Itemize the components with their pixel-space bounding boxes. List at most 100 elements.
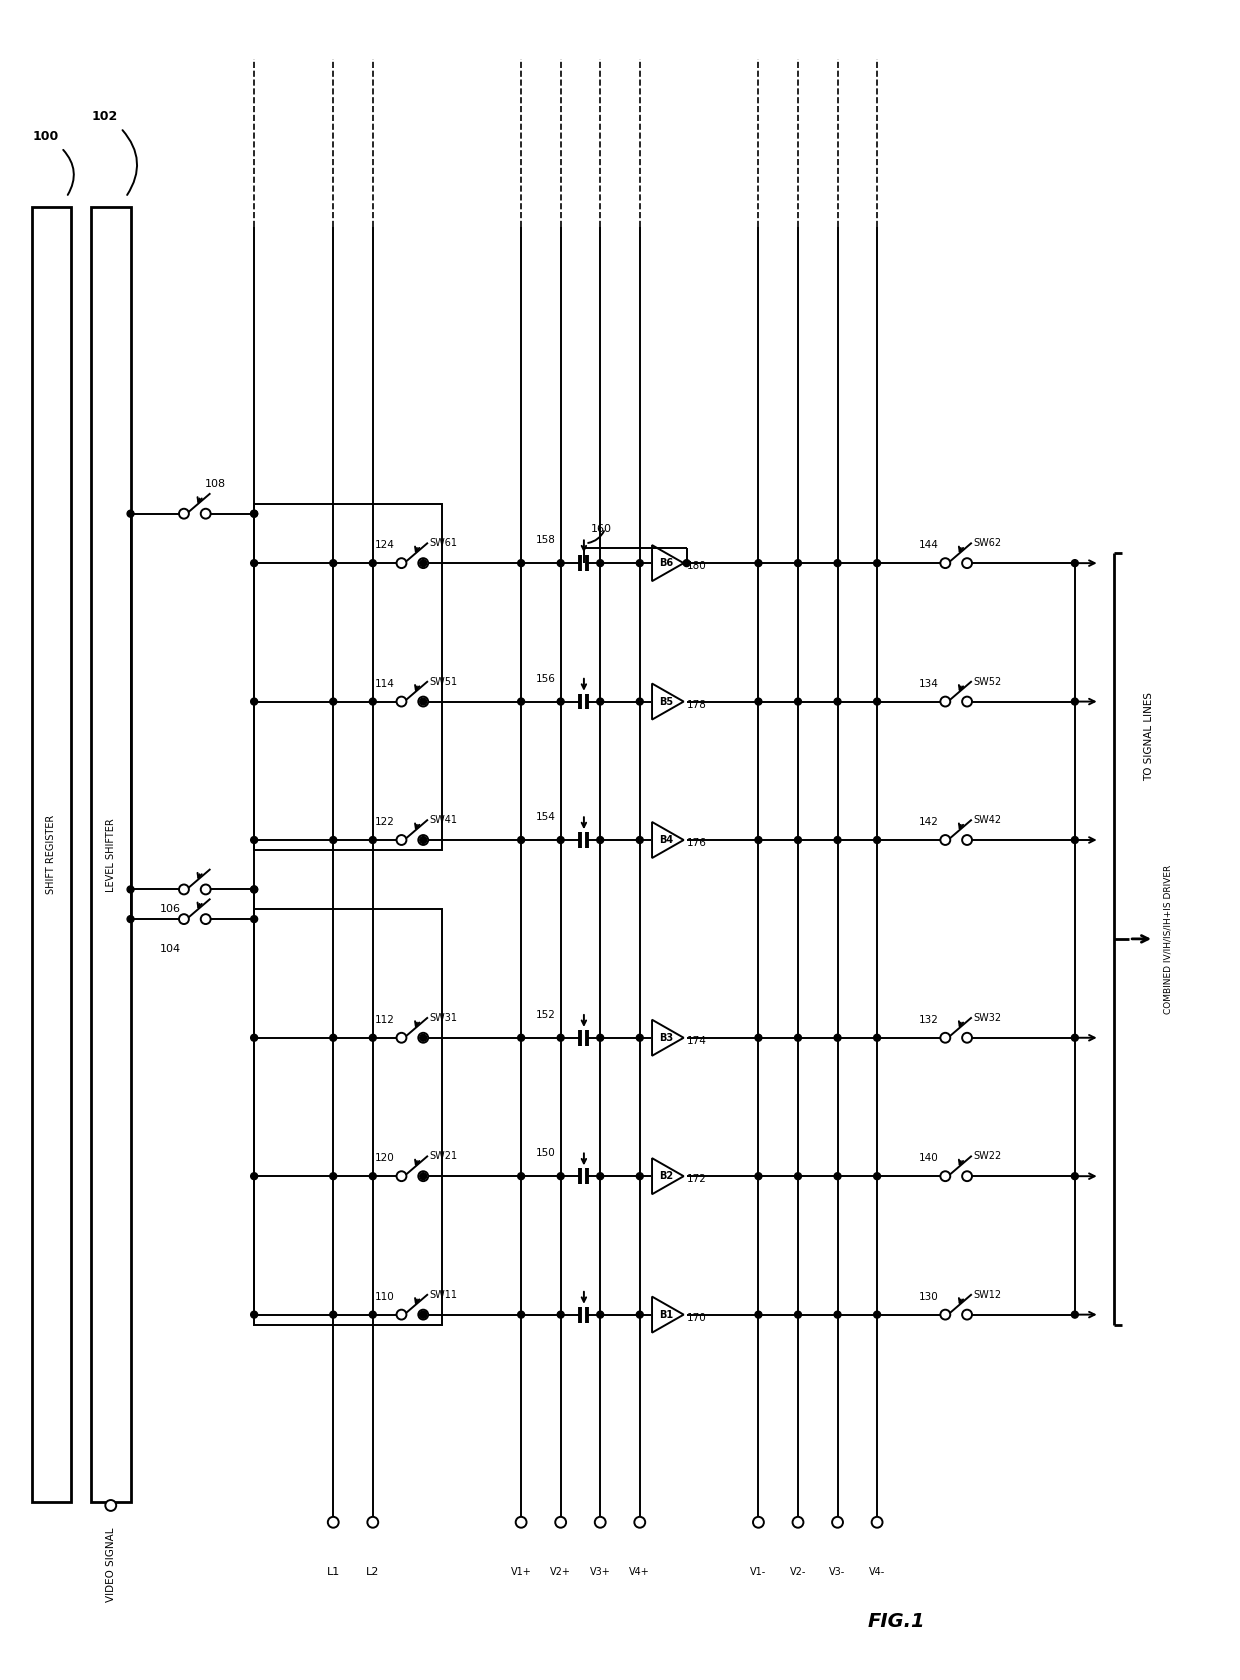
Circle shape [420, 1173, 427, 1179]
Circle shape [835, 837, 841, 843]
Text: V1-: V1- [750, 1567, 766, 1578]
Circle shape [557, 837, 564, 843]
Circle shape [397, 835, 407, 845]
Text: 152: 152 [536, 1010, 556, 1020]
Circle shape [330, 1035, 337, 1042]
Circle shape [636, 1035, 644, 1042]
Circle shape [557, 1310, 564, 1319]
Circle shape [250, 699, 258, 706]
Text: SW52: SW52 [973, 677, 1001, 687]
Circle shape [370, 699, 376, 706]
Circle shape [330, 559, 337, 566]
Circle shape [250, 885, 258, 892]
Circle shape [962, 1310, 972, 1319]
Circle shape [420, 699, 427, 706]
Circle shape [795, 1035, 801, 1042]
Circle shape [835, 1310, 841, 1319]
Bar [32, 207, 71, 1502]
Text: V3-: V3- [830, 1567, 846, 1578]
Circle shape [874, 837, 880, 843]
Text: 156: 156 [536, 674, 556, 684]
Circle shape [420, 1310, 427, 1319]
Circle shape [397, 1310, 407, 1319]
Circle shape [105, 1500, 117, 1510]
Circle shape [370, 837, 376, 843]
Circle shape [596, 699, 604, 706]
Text: 130: 130 [919, 1292, 939, 1302]
Text: B1: B1 [660, 1310, 673, 1319]
Circle shape [636, 837, 644, 843]
Circle shape [795, 837, 801, 843]
Text: SW32: SW32 [973, 1013, 1001, 1023]
Circle shape [250, 837, 258, 843]
Circle shape [250, 885, 258, 892]
Circle shape [420, 1035, 427, 1042]
Text: 178: 178 [687, 699, 707, 709]
Text: FIG.1: FIG.1 [868, 1611, 926, 1631]
Circle shape [835, 559, 841, 566]
Circle shape [250, 1035, 258, 1042]
Text: V4+: V4+ [630, 1567, 650, 1578]
Circle shape [397, 1171, 407, 1181]
Text: SW12: SW12 [973, 1290, 1001, 1300]
Text: 132: 132 [919, 1015, 939, 1025]
Circle shape [1071, 559, 1079, 566]
Circle shape [832, 1517, 843, 1527]
Text: V4-: V4- [869, 1567, 885, 1578]
Circle shape [940, 1310, 950, 1319]
Circle shape [596, 1173, 604, 1179]
Circle shape [755, 559, 761, 566]
Text: SW51: SW51 [429, 677, 458, 687]
Circle shape [962, 835, 972, 845]
Circle shape [126, 916, 134, 922]
Circle shape [367, 1517, 378, 1527]
Text: 150: 150 [536, 1149, 556, 1159]
Circle shape [872, 1517, 883, 1527]
Text: 174: 174 [687, 1037, 707, 1045]
Circle shape [420, 1310, 427, 1319]
Circle shape [940, 1171, 950, 1181]
Circle shape [635, 1517, 645, 1527]
Circle shape [795, 559, 801, 566]
Text: B2: B2 [660, 1171, 673, 1181]
Circle shape [418, 1171, 428, 1181]
Text: 122: 122 [374, 816, 394, 827]
Text: 140: 140 [919, 1154, 939, 1163]
Circle shape [517, 1310, 525, 1319]
Text: 176: 176 [687, 838, 707, 848]
Circle shape [250, 916, 258, 922]
Circle shape [755, 1173, 761, 1179]
Circle shape [397, 697, 407, 707]
Circle shape [940, 558, 950, 568]
Circle shape [1071, 699, 1079, 706]
Circle shape [835, 1173, 841, 1179]
Circle shape [596, 1035, 604, 1042]
Circle shape [940, 835, 950, 845]
Circle shape [556, 1517, 567, 1527]
Text: SW22: SW22 [973, 1151, 1001, 1161]
Circle shape [370, 1035, 376, 1042]
Text: SW31: SW31 [429, 1013, 458, 1023]
Circle shape [420, 559, 427, 566]
Circle shape [250, 1173, 258, 1179]
Text: V3+: V3+ [590, 1567, 610, 1578]
Text: 134: 134 [919, 679, 939, 689]
Circle shape [179, 914, 188, 924]
Circle shape [753, 1517, 764, 1527]
Text: SW41: SW41 [429, 815, 458, 825]
Circle shape [962, 558, 972, 568]
Circle shape [557, 1035, 564, 1042]
Circle shape [874, 1310, 880, 1319]
Bar [254, 909, 441, 1324]
Circle shape [795, 699, 801, 706]
Circle shape [370, 1310, 376, 1319]
Circle shape [330, 1173, 337, 1179]
Circle shape [596, 1310, 604, 1319]
Circle shape [792, 1517, 804, 1527]
Circle shape [517, 559, 525, 566]
Text: L2: L2 [366, 1567, 379, 1578]
Text: B5: B5 [660, 697, 673, 707]
Circle shape [874, 1035, 880, 1042]
Circle shape [179, 884, 188, 894]
Circle shape [755, 1035, 761, 1042]
